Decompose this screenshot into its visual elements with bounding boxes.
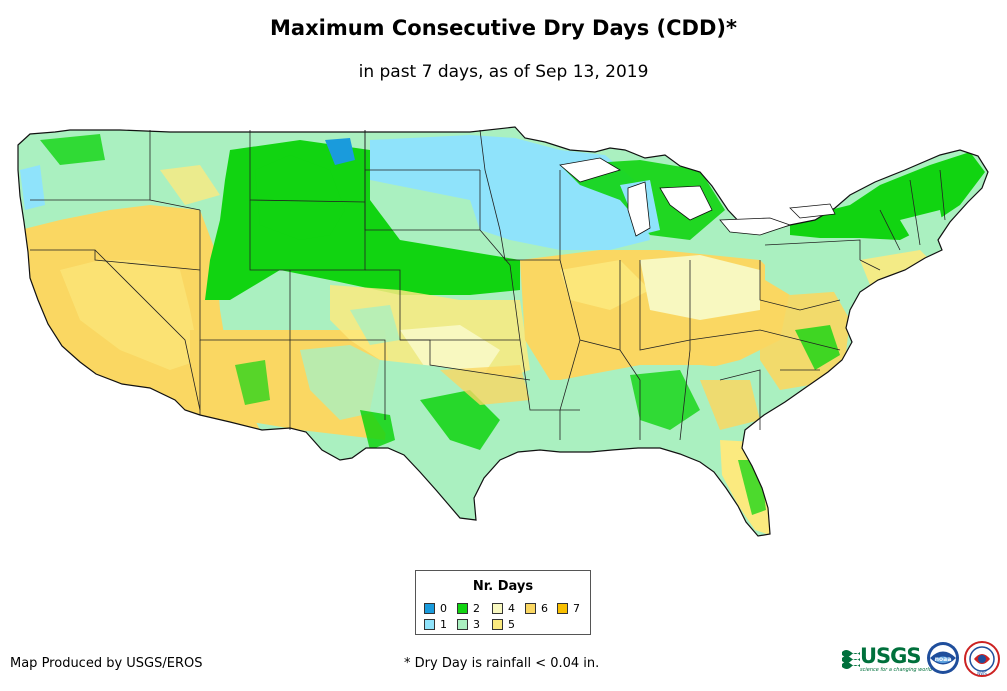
nws-logo-text: NWS bbox=[977, 671, 987, 676]
legend-swatch-4 bbox=[492, 603, 503, 614]
legend: Nr. Days 0 1 2 3 4 5 6 7 bbox=[415, 570, 591, 635]
legend-item-7: 7 bbox=[557, 603, 580, 615]
legend-label-1: 1 bbox=[440, 618, 447, 631]
noaa-logo-text: noaa bbox=[935, 656, 952, 663]
agency-logos: USGS science for a changing world noaa N… bbox=[842, 638, 1002, 680]
legend-swatch-2 bbox=[457, 603, 468, 614]
legend-swatch-5 bbox=[492, 619, 503, 630]
dry-day-note: * Dry Day is rainfall < 0.04 in. bbox=[404, 656, 600, 671]
legend-label-7: 7 bbox=[573, 602, 580, 615]
usgs-logo: USGS science for a changing world bbox=[842, 644, 932, 674]
great-lakes bbox=[559, 157, 836, 237]
legend-item-0: 0 bbox=[424, 603, 447, 615]
nws-logo-icon: NWS bbox=[964, 641, 1000, 677]
legend-item-4: 4 bbox=[492, 603, 515, 615]
map-fill-regions bbox=[18, 127, 988, 536]
noaa-logo-icon: noaa bbox=[927, 642, 959, 674]
usgs-wave-icon bbox=[842, 650, 860, 669]
legend-swatch-1 bbox=[424, 619, 435, 630]
legend-swatch-6 bbox=[525, 603, 536, 614]
legend-item-3: 3 bbox=[457, 619, 480, 631]
legend-swatch-0 bbox=[424, 603, 435, 614]
cdd-map bbox=[17, 126, 989, 537]
legend-item-2: 2 bbox=[457, 603, 480, 615]
legend-item-1: 1 bbox=[424, 619, 447, 631]
legend-label-6: 6 bbox=[541, 602, 548, 615]
legend-item-5: 5 bbox=[492, 619, 515, 631]
usgs-tagline: science for a changing world bbox=[860, 667, 932, 673]
legend-swatch-7 bbox=[557, 603, 568, 614]
legend-label-2: 2 bbox=[473, 602, 480, 615]
map-subtitle: in past 7 days, as of Sep 13, 2019 bbox=[358, 62, 649, 82]
state-borders bbox=[30, 129, 946, 441]
legend-title: Nr. Days bbox=[472, 579, 534, 594]
usgs-wordmark: USGS bbox=[860, 644, 922, 668]
legend-label-3: 3 bbox=[473, 618, 480, 631]
legend-label-4: 4 bbox=[508, 602, 515, 615]
legend-label-5: 5 bbox=[508, 618, 515, 631]
legend-item-6: 6 bbox=[525, 603, 548, 615]
legend-label-0: 0 bbox=[440, 602, 447, 615]
map-title: Maximum Consecutive Dry Days (CDD)* bbox=[270, 16, 737, 40]
credit-text: Map Produced by USGS/EROS bbox=[10, 656, 203, 671]
legend-swatch-3 bbox=[457, 619, 468, 630]
